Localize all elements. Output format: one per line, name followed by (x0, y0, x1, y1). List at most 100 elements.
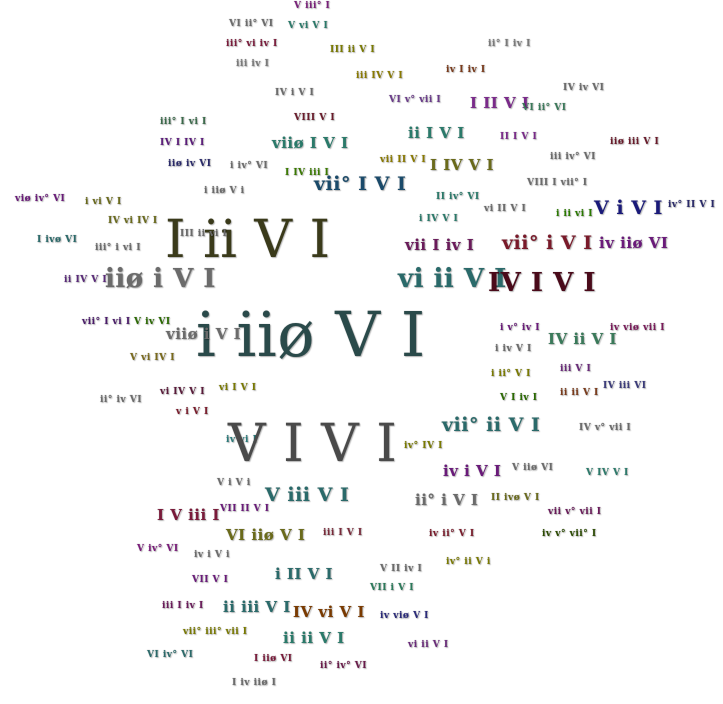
word: ii° iv VI (100, 395, 142, 405)
word: ii I V I (408, 124, 465, 142)
word: V iii° I (294, 1, 331, 11)
word: ii° i V I (415, 491, 479, 509)
word: VII i V I (370, 583, 414, 593)
word: iv viø vii I (610, 323, 665, 333)
word: VII V I (192, 575, 229, 585)
word: iv v° vii° I (542, 529, 597, 539)
word: iii I iv I (162, 601, 204, 611)
word: iv viø V I (380, 611, 429, 621)
word: IV vi IV I (108, 216, 158, 226)
word: vi ii V I (408, 640, 449, 650)
word: VI ii° VI (522, 103, 567, 113)
word: IV v° vii I (579, 423, 632, 433)
word: V iv VI (134, 317, 171, 327)
word: iiø i V I (105, 264, 216, 294)
word: viiø I V I (272, 134, 349, 152)
word: i II V I (275, 565, 334, 583)
word: I V iii I (157, 506, 220, 524)
word: VI iiø V I (226, 526, 306, 544)
word: i ii vi I (556, 209, 594, 219)
word: iv iiø VI (599, 234, 669, 252)
word: V iiø VI (512, 463, 554, 473)
word: iiø iv VI (168, 159, 212, 169)
word: i iv V I (495, 344, 532, 354)
word: i IV V I (419, 214, 459, 224)
word: V vi IV I (130, 353, 175, 363)
word: IV iii VI (603, 381, 647, 391)
word: V i V i (217, 478, 251, 488)
word: i ii° V I (491, 369, 531, 379)
word: vii° ii V I (442, 414, 541, 436)
word: vi IV V I (160, 387, 205, 397)
word: IV I V I (488, 268, 596, 298)
word: vi II V I (484, 204, 527, 214)
word: VII II V I (220, 504, 270, 514)
word: I ii V I (165, 210, 331, 270)
word: VIII I vii° I (527, 178, 588, 188)
word: vi I V I (219, 383, 257, 393)
word: VI v° vii I (389, 95, 442, 105)
word: II ivø V I (491, 493, 540, 503)
word: V II iv I (380, 564, 423, 574)
word: V IV V I (586, 468, 629, 478)
word: iii° i vi I (95, 243, 141, 253)
word: iii V I (560, 364, 592, 374)
word: iii I V I (323, 528, 363, 538)
word: VI iv° VI (147, 650, 194, 660)
word: v i V I (176, 407, 209, 417)
word: III ii vi I (180, 229, 228, 239)
word: i iiø V i (204, 186, 245, 196)
word: iii iv° VI (550, 152, 596, 162)
word: iiø iii V I (610, 137, 660, 147)
word: iv i V i (194, 550, 230, 560)
word: iii IV V I (356, 71, 404, 81)
word: VI ii° VI (229, 19, 274, 29)
word: V I iv I (500, 393, 538, 403)
word: III ii V I (330, 45, 376, 55)
word: iii iv I (236, 59, 270, 69)
word: iv vi I (226, 435, 258, 445)
word: VIII V I (294, 113, 336, 123)
word: iv° ii V i (446, 557, 491, 567)
word: I IV V I (430, 156, 494, 174)
word: vii v° vii I (548, 507, 602, 517)
word: vii° I vi I (82, 317, 131, 327)
word: V iv° VI (137, 544, 179, 554)
word: V i V I (594, 197, 663, 219)
word: V I V I (228, 414, 398, 474)
word: IV iv VI (563, 83, 605, 93)
word: viø iv° VI (15, 194, 66, 204)
word: ii° I iv I (488, 39, 531, 49)
word: iv° II V I (668, 200, 716, 210)
word: V iii V I (265, 484, 350, 506)
word: IV ii V I (548, 330, 617, 348)
word: iii° I vi I (160, 117, 207, 127)
word: I IV iii I (285, 168, 330, 178)
word: I II V I (470, 94, 530, 112)
word: ii ii V I (560, 388, 599, 398)
word: vii I iv I (405, 236, 475, 254)
word: vii° I V I (314, 173, 407, 195)
word: V vi V I (288, 21, 329, 31)
word: i vi V I (85, 197, 122, 207)
word: vii II V I (380, 155, 427, 165)
word: ii iii V I (223, 598, 291, 616)
word: vi ii V I (398, 264, 507, 294)
word: IV I IV I (160, 138, 205, 148)
word: i iv° VI (230, 161, 269, 171)
word: I ivø VI (37, 235, 78, 245)
word: II iv° VI (436, 192, 480, 202)
word: I iiø VI (254, 654, 293, 664)
word: vii° i V I (502, 232, 593, 254)
word: I iv iiø I (232, 678, 277, 688)
word: IV vi V I (293, 603, 365, 621)
word: iv ii° V I (429, 529, 475, 539)
word: vii° iii° vii I (183, 627, 248, 637)
word: II I V I (500, 132, 538, 142)
word: IV i V I (275, 88, 315, 98)
word: viiø i V I (166, 325, 242, 343)
word: i v° iv I (500, 323, 540, 333)
word: iii° vi iv I (226, 39, 278, 49)
word: iv i V I (443, 462, 502, 480)
